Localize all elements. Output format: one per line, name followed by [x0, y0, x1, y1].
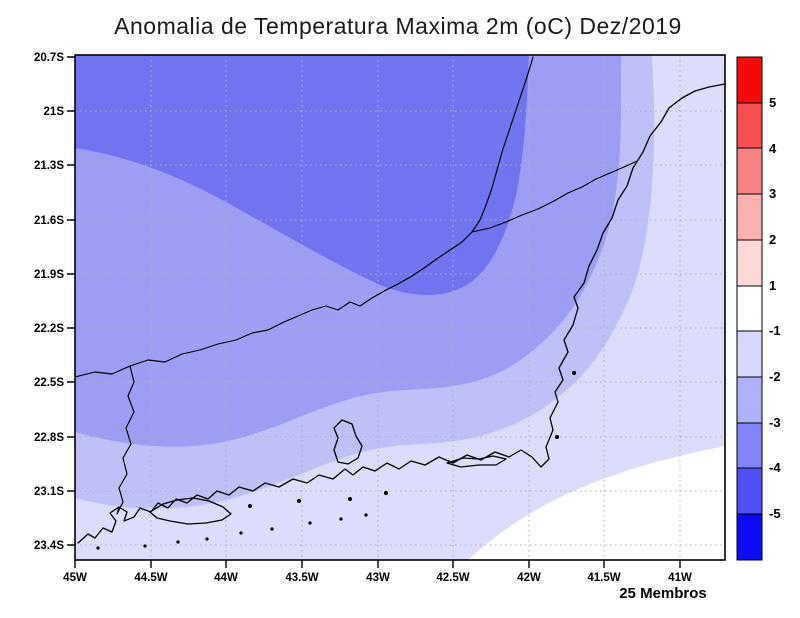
colorbar-tick-label: 1: [769, 278, 776, 293]
colorbar-tick-label: 4: [769, 141, 777, 156]
lat-axis: 20.7S 21S 21.3S 21.6S 21.9S 22.2S 22.5S …: [34, 52, 64, 552]
lat-axis-label: 22.2S: [34, 323, 64, 335]
lat-axis-label: 20.7S: [34, 52, 64, 64]
colorbar-segment: [736, 330, 763, 378]
lon-axis-label: 41.5W: [587, 572, 620, 584]
colorbar-segment: [736, 56, 763, 104]
lon-axis-label: 43W: [366, 572, 390, 584]
colorbar-segment: [736, 239, 763, 287]
colorbar-tick-label: 2: [769, 232, 776, 247]
lat-axis-label: 22.8S: [34, 432, 64, 444]
colorbar-segment: [736, 147, 763, 195]
colorbar-segment: [736, 193, 763, 241]
lat-axis-label: 22.5S: [34, 377, 64, 389]
island-outline-large: [149, 497, 232, 525]
lon-axis-label: 41W: [668, 572, 692, 584]
state-border-northeast: [471, 160, 638, 233]
map-band-minus4-minus5: [75, 55, 529, 295]
lat-axis-label: 21S: [44, 106, 65, 118]
lagoon-outline: [446, 455, 507, 468]
plot-frame: [74, 54, 726, 561]
plot-title: Anomalia de Temperatura Maxima 2m (oC) D…: [114, 13, 682, 39]
axis-ticks: [67, 56, 681, 568]
colorbar: 5 4 3 2 1 -1 -2 -3 -4 -5: [736, 56, 781, 561]
colorbar-tick-label: -2: [769, 369, 781, 384]
lat-axis-label: 23.4S: [34, 540, 64, 552]
lat-axis-label: 23.1S: [34, 486, 64, 498]
lon-axis-label: 43.5W: [285, 572, 318, 584]
lon-axis-label: 42W: [517, 572, 541, 584]
colorbar-tick-label: -1: [769, 323, 781, 338]
colorbar-segment: [736, 513, 763, 561]
colorbar-tick-label: 5: [769, 95, 776, 110]
map-fill-layer: [75, 55, 725, 560]
coastline: [77, 83, 725, 544]
bay-outline: [333, 419, 363, 465]
lon-axis-label: 45W: [63, 572, 87, 584]
colorbar-segment: [736, 422, 763, 469]
colorbar-tick-label: 3: [769, 186, 776, 201]
lon-axis-label: 44W: [214, 572, 238, 584]
lon-axis-label: 44.5W: [134, 572, 167, 584]
lat-axis-label: 21.3S: [34, 160, 64, 172]
lat-axis-label: 21.6S: [34, 215, 64, 227]
colorbar-segment: [736, 376, 763, 424]
colorbar-tick-label: -4: [769, 460, 781, 475]
colorbar-segment: [736, 102, 763, 149]
colorbar-segment: [736, 467, 763, 515]
map-outline-layer: [75, 56, 725, 550]
colorbar-tick-label: -3: [769, 415, 781, 430]
lon-axis: 45W 44.5W 44W 43.5W 43W 42.5W 42W 41.5W …: [63, 572, 692, 584]
grid-lines: [75, 55, 725, 560]
state-border-west: [116, 365, 135, 515]
colorbar-tick-label: -5: [769, 506, 781, 521]
lat-axis-label: 21.9S: [34, 269, 64, 281]
map-band-near-zero-corner: [468, 446, 725, 560]
ensemble-members-label: 25 Membros: [619, 585, 707, 602]
state-border-north: [75, 56, 534, 378]
islets: [96, 371, 576, 550]
lon-axis-label: 42.5W: [436, 572, 469, 584]
colorbar-segment: [736, 285, 763, 332]
